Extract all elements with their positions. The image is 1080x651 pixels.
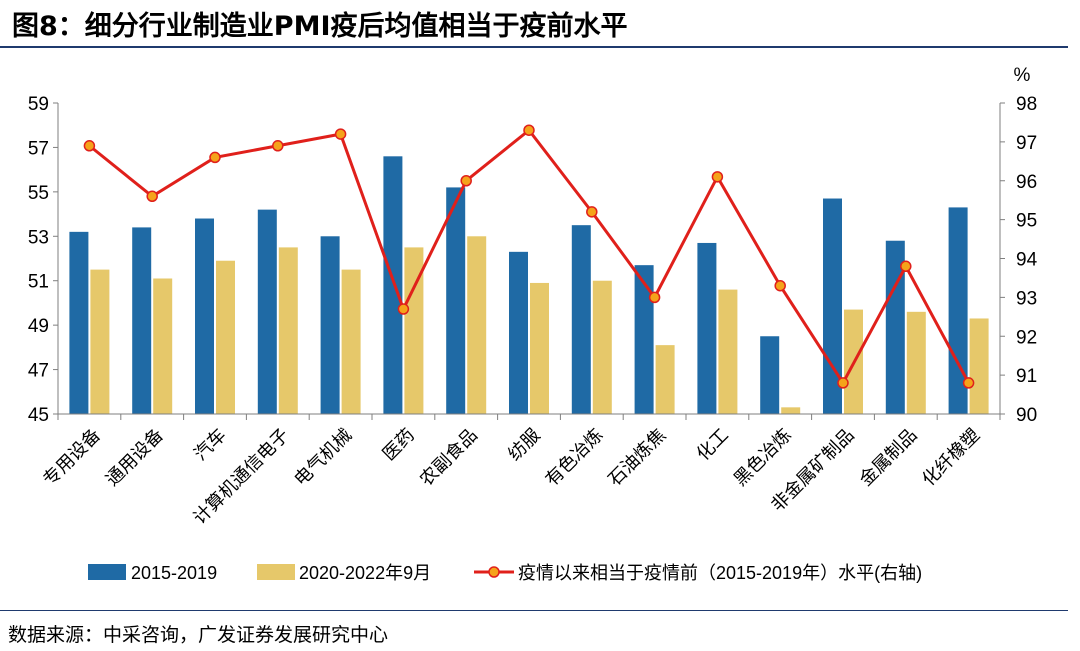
category-label: 黑色冶炼 — [730, 425, 796, 491]
right-tick-label: 97 — [1016, 133, 1037, 154]
right-tick-label: 91 — [1016, 366, 1037, 387]
bar-2015-2019 — [69, 231, 89, 414]
bar-2015-2019 — [446, 187, 466, 414]
category-label: 农副食品 — [416, 425, 482, 491]
left-tick-label: 53 — [28, 227, 49, 248]
right-axis-ticks: 90 91 92 93 94 95 96 97 98% — [1000, 65, 1038, 426]
source-note: 数据来源：中采咨询，广发证券发展研究中心 — [8, 624, 389, 646]
bar-2020-2022 — [530, 282, 549, 414]
left-tick-label: 57 — [28, 138, 49, 159]
category-label: 纺服 — [504, 425, 544, 465]
bar-2015-2019 — [509, 251, 528, 414]
ratio-point — [586, 206, 598, 218]
bar-2015-2019 — [697, 242, 717, 414]
bar-2020-2022 — [655, 345, 675, 414]
ratio-point — [900, 260, 912, 273]
legend-swatch-2015-2019 — [88, 564, 126, 580]
chart: 45 47 49 51 53 55 57 59 90 91 92 93 94 95 96 97 98% 专用设… — [28, 65, 1038, 583]
bar-2015-2019 — [760, 336, 780, 414]
source-divider — [0, 610, 1068, 611]
ratio-point — [83, 140, 96, 152]
left-tick-label: 55 — [28, 183, 49, 204]
left-tick-label: 49 — [28, 316, 49, 337]
bar-2015-2019 — [571, 225, 591, 414]
bar-2015-2019 — [320, 236, 340, 414]
bar-2020-2022 — [592, 280, 612, 414]
bar-2020-2022 — [467, 236, 487, 414]
category-label: 金属制品 — [856, 425, 922, 491]
bar-2015-2019 — [132, 227, 152, 414]
right-tick-label: 90 — [1016, 405, 1037, 426]
bar-2015-2019 — [634, 265, 654, 414]
legend: 2015-2019 2020-2022年9月 疫情以来相当于疫情前（2015-201… — [88, 563, 922, 583]
bar-2020-2022 — [278, 247, 298, 414]
ratio-point — [272, 140, 284, 152]
ratio-point — [460, 175, 472, 187]
bar-2015-2019 — [885, 240, 905, 414]
ratio-point — [146, 190, 158, 203]
ratio-point — [837, 377, 849, 389]
bar-2020-2022 — [90, 269, 110, 414]
ratio-point — [648, 291, 661, 304]
chart-title: 图8：细分行业制造业PMI疫后均值相当于疫前水平 — [12, 11, 628, 42]
bars — [69, 156, 989, 415]
axes — [57, 103, 1001, 420]
right-tick-label: 95 — [1016, 211, 1037, 232]
category-label: 通用设备 — [102, 425, 168, 491]
bar-2015-2019 — [257, 209, 277, 414]
category-label: 石油炼焦 — [604, 425, 670, 491]
left-tick-label: 59 — [28, 94, 49, 115]
ratio-point — [397, 303, 410, 315]
legend-label-ratio: 疫情以来相当于疫情前（2015-2019年）水平(右轴) — [518, 563, 922, 583]
ratio-point — [209, 151, 221, 164]
bar-2020-2022 — [404, 247, 424, 414]
bar-2015-2019 — [195, 218, 214, 414]
left-axis-ticks: 45 47 49 51 53 55 57 59 — [28, 94, 58, 426]
ratio-point — [523, 124, 535, 136]
bar-2020-2022 — [341, 269, 361, 414]
legend-label-2015-2019: 2015-2019 — [131, 563, 217, 583]
bar-2020-2022 — [969, 318, 989, 414]
legend-label-2020-2022: 2020-2022年9月 — [299, 563, 431, 583]
right-tick-label: 98 — [1016, 94, 1037, 115]
right-tick-label: 96 — [1016, 172, 1037, 193]
left-tick-label: 47 — [28, 361, 49, 382]
bar-2020-2022 — [216, 260, 235, 414]
legend-marker-swatch — [488, 566, 500, 578]
bar-2020-2022 — [153, 278, 173, 414]
title-divider — [0, 46, 1068, 48]
ratio-point — [711, 171, 724, 183]
category-label: 电气机械 — [290, 425, 356, 491]
category-label: 化纤橡塑 — [918, 425, 984, 491]
ratio-point — [334, 128, 347, 140]
category-label: 汽车 — [190, 425, 230, 465]
ratio-point — [962, 377, 975, 389]
bar-2020-2022 — [718, 289, 738, 414]
right-tick-label: 93 — [1016, 288, 1037, 309]
bar-2020-2022 — [906, 311, 926, 414]
right-axis-unit: % — [1014, 65, 1031, 86]
category-label: 专用设备 — [39, 425, 105, 491]
category-label: 有色冶炼 — [542, 425, 608, 491]
ratio-point — [774, 279, 786, 292]
bar-2015-2019 — [948, 207, 968, 414]
category-label: 医药 — [379, 425, 419, 465]
right-tick-label: 94 — [1016, 250, 1038, 271]
left-tick-label: 51 — [28, 272, 49, 293]
bar-2020-2022 — [781, 407, 801, 414]
category-label: 化工 — [693, 425, 733, 465]
bar-2015-2019 — [383, 156, 403, 415]
line-series — [83, 124, 975, 389]
left-tick-label: 45 — [28, 405, 49, 426]
right-tick-label: 92 — [1016, 327, 1037, 348]
legend-swatch-2020-2022 — [257, 564, 295, 580]
